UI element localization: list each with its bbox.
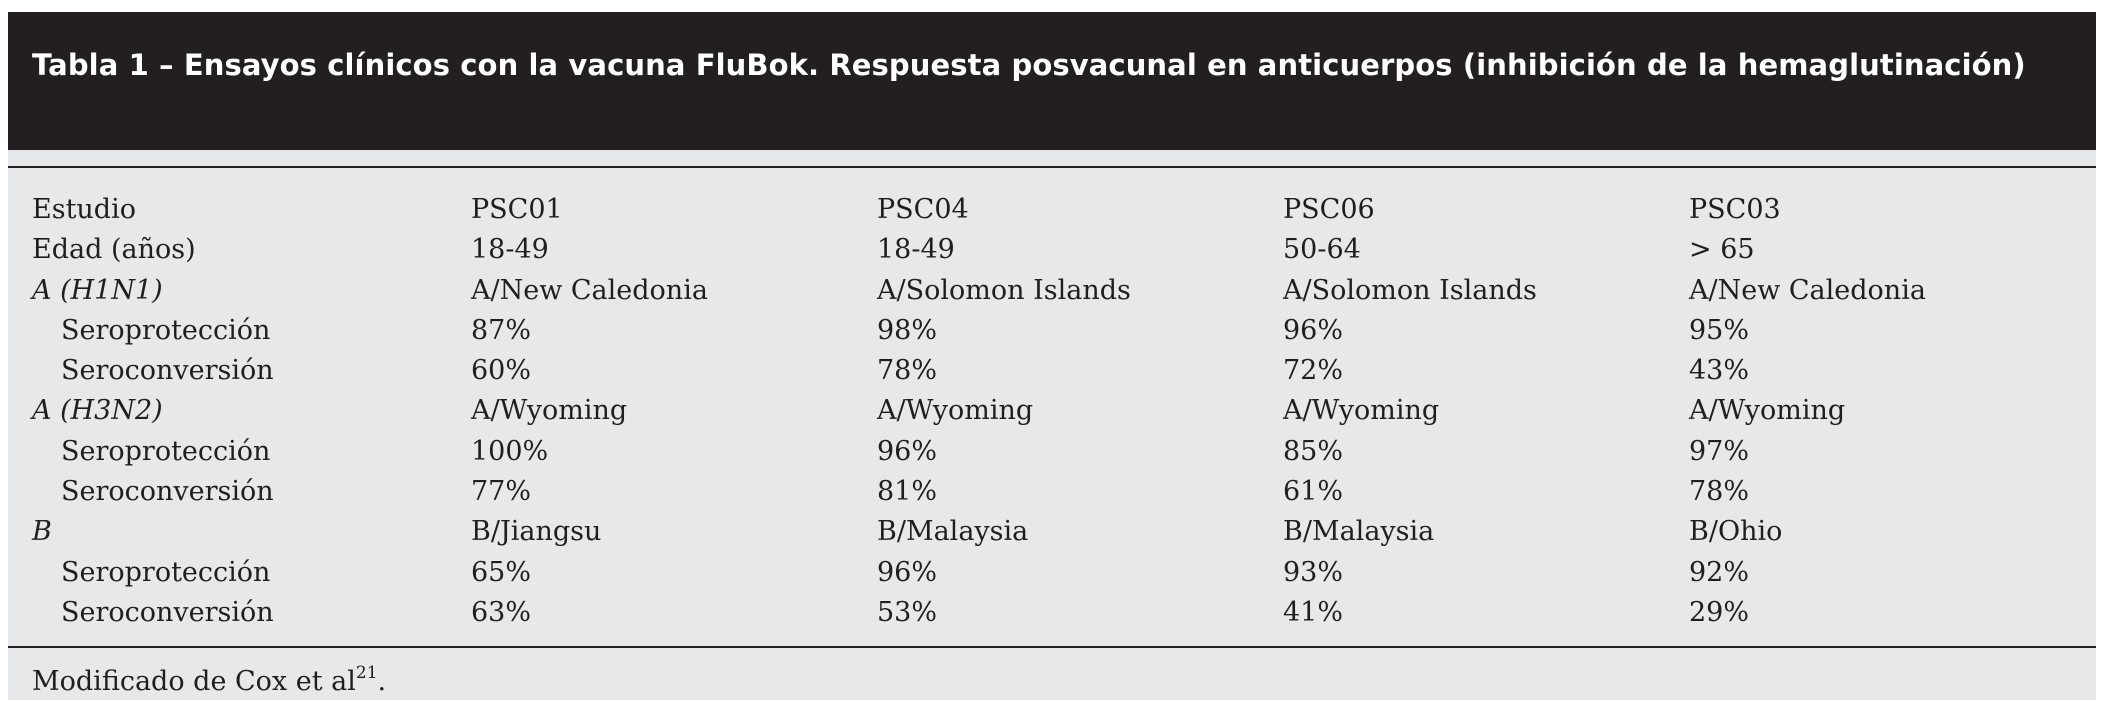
- table-row: A (H3N2) A/Wyoming A/Wyoming A/Wyoming A/Wyo…: [8, 391, 2096, 431]
- footer-divider: [8, 646, 2096, 648]
- table-body: Estudio PSC01 PSC04 PSC06 PSC03 Edad (años) 18…: [8, 190, 2096, 633]
- table-cell: 29%: [1689, 596, 1750, 628]
- table-row: Seroconversión 63% 53% 41% 29%: [8, 593, 2096, 633]
- table-cell: > 65: [1689, 234, 1755, 266]
- table-cell: 85%: [1283, 435, 1344, 467]
- table-cell: 50-64: [1283, 234, 1361, 266]
- footnote-reference: 21: [355, 663, 378, 683]
- table-row: Seroconversión 77% 81% 61% 78%: [8, 472, 2096, 512]
- row-label: Seroconversión: [61, 476, 274, 508]
- row-label: A (H3N2): [32, 395, 163, 427]
- table-cell: 78%: [877, 355, 938, 387]
- table-cell: 41%: [1283, 596, 1344, 628]
- table-title: Tabla 1 – Ensayos clínicos con la vacuna…: [32, 48, 2026, 82]
- table-cell: B/Malaysia: [877, 516, 1029, 548]
- table-panel: Tabla 1 – Ensayos clínicos con la vacuna…: [8, 12, 2096, 700]
- table-cell: 65%: [471, 556, 532, 588]
- table-cell: A/New Caledonia: [1689, 274, 1926, 306]
- row-label: Seroconversión: [61, 355, 274, 387]
- table-cell: 72%: [1283, 355, 1344, 387]
- table-row: Seroconversión 60% 78% 72% 43%: [8, 351, 2096, 391]
- row-label: Estudio: [32, 194, 136, 225]
- table-cell: 18-49: [471, 234, 549, 266]
- table-cell: A/Wyoming: [1689, 395, 1846, 427]
- row-label: Seroprotección: [61, 435, 271, 467]
- table-row: Edad (años) 18-49 18-49 50-64 > 65: [8, 230, 2096, 270]
- table-cell: B/Jiangsu: [471, 516, 602, 548]
- row-label: Edad (años): [32, 234, 196, 266]
- row-label: B: [32, 516, 52, 548]
- table-cell: B/Malaysia: [1283, 516, 1435, 548]
- footnote-end: .: [377, 666, 387, 697]
- table-cell: A/Wyoming: [471, 395, 628, 427]
- table-cell: PSC01: [471, 194, 563, 225]
- table-cell: 81%: [877, 476, 938, 508]
- table-cell: 77%: [471, 476, 532, 508]
- table-row: Seroprotección 65% 96% 93% 92%: [8, 553, 2096, 593]
- table-cell: 87%: [471, 314, 532, 346]
- table-row: Seroprotección 87% 98% 96% 95%: [8, 311, 2096, 351]
- table-cell: 53%: [877, 596, 938, 628]
- table-cell: A/Wyoming: [877, 395, 1034, 427]
- table-cell: A/Solomon Islands: [877, 274, 1131, 306]
- table-cell: PSC06: [1283, 194, 1375, 225]
- table-cell: 92%: [1689, 556, 1750, 588]
- table-cell: 63%: [471, 596, 532, 628]
- row-label: Seroprotección: [61, 556, 271, 588]
- table-cell: 18-49: [877, 234, 955, 266]
- row-label: A (H1N1): [32, 274, 163, 306]
- table-cell: B/Ohio: [1689, 516, 1783, 548]
- table-row: Estudio PSC01 PSC04 PSC06 PSC03: [8, 190, 2096, 230]
- table-cell: 97%: [1689, 435, 1750, 467]
- table-footnote: Modificado de Cox et al21.: [32, 662, 386, 702]
- data-table: Estudio PSC01 PSC04 PSC06 PSC03 Edad (años) 18…: [8, 190, 2096, 633]
- table-cell: PSC03: [1689, 194, 1781, 225]
- table-cell: 78%: [1689, 476, 1750, 508]
- table-cell: 95%: [1689, 314, 1750, 346]
- table-title-bar: Tabla 1 – Ensayos clínicos con la vacuna…: [8, 12, 2096, 150]
- table-cell: 61%: [1283, 476, 1344, 508]
- row-label: Seroprotección: [61, 314, 271, 346]
- table-cell: 43%: [1689, 355, 1750, 387]
- table-cell: 60%: [471, 355, 532, 387]
- header-divider: [8, 166, 2096, 168]
- table-cell: A/New Caledonia: [471, 274, 708, 306]
- table-cell: 100%: [471, 435, 549, 467]
- table-cell: 93%: [1283, 556, 1344, 588]
- table-cell: 98%: [877, 314, 938, 346]
- table-cell: 96%: [877, 435, 938, 467]
- table-cell: 96%: [877, 556, 938, 588]
- table-cell: PSC04: [877, 194, 969, 225]
- table-row: B B/Jiangsu B/Malaysia B/Malaysia B/Ohio: [8, 512, 2096, 552]
- table-cell: 96%: [1283, 314, 1344, 346]
- row-label: Seroconversión: [61, 596, 274, 628]
- table-cell: A/Solomon Islands: [1283, 274, 1537, 306]
- table-row: Seroprotección 100% 96% 85% 97%: [8, 432, 2096, 472]
- table-row: A (H1N1) A/New Caledonia A/Solomon Islands…: [8, 271, 2096, 311]
- table-cell: A/Wyoming: [1283, 395, 1440, 427]
- footnote-text: Modificado de Cox et al: [32, 666, 356, 697]
